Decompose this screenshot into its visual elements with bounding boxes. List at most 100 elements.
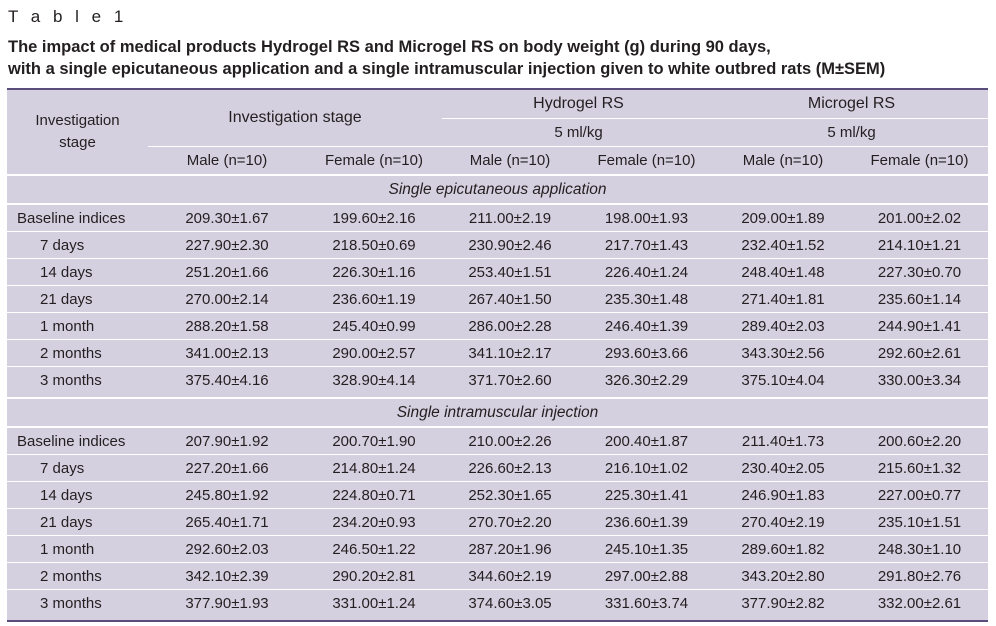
row-value-cell: 226.30±1.16 <box>332 263 416 281</box>
row-stage-label: 3 months <box>40 594 102 612</box>
row-value-cell: 270.00±2.14 <box>185 290 269 308</box>
row-value-cell: 286.00±2.28 <box>468 317 552 335</box>
row-value-cell: 331.00±1.24 <box>332 594 416 612</box>
row-value-cell: 290.20±2.81 <box>332 567 416 585</box>
row-value-cell: 289.60±1.82 <box>741 540 825 558</box>
row-value-cell: 227.20±1.66 <box>185 459 269 477</box>
row-value-cell: 293.60±3.66 <box>604 344 689 362</box>
header-dose-hydrogel: 5 ml/kg <box>554 123 603 141</box>
row-value-cell: 235.60±1.14 <box>877 290 962 308</box>
row-value-cell: 246.90±1.83 <box>741 486 825 504</box>
row-value-cell: 227.00±0.77 <box>877 486 962 504</box>
row-divider <box>7 589 988 590</box>
row-value-cell: 248.30±1.10 <box>877 540 962 558</box>
row-value-cell: 328.90±4.14 <box>332 371 416 389</box>
row-value-cell: 270.40±2.19 <box>741 513 825 531</box>
row-value-cell: 209.00±1.89 <box>741 209 825 227</box>
row-value-cell: 245.40±0.99 <box>332 317 416 335</box>
section-rule <box>7 397 988 399</box>
row-value-cell: 210.00±2.26 <box>468 432 552 450</box>
table-row: 3 months 377.90±1.93 331.00±1.24 374.60±3.0… <box>7 590 988 616</box>
header-bottom-rule <box>7 174 988 176</box>
table-row: 1 month 292.60±2.03 246.50±1.22 287.20±1.96… <box>7 536 988 562</box>
row-value-cell: 211.00±2.19 <box>468 209 552 227</box>
row-value-cell: 375.40±4.16 <box>185 371 269 389</box>
row-value-cell: 371.70±2.60 <box>468 371 552 389</box>
row-value-cell: 289.40±2.03 <box>741 317 825 335</box>
table-caption: The impact of medical products Hydrogel … <box>8 36 988 80</box>
row-value-cell: 292.60±2.61 <box>877 344 962 362</box>
section-title-epicutaneous: Single epicutaneous application <box>388 180 607 198</box>
row-stage-label: 7 days <box>40 459 85 477</box>
row-value-cell: 377.90±2.82 <box>741 594 825 612</box>
row-value-cell: 291.80±2.76 <box>877 567 962 585</box>
row-value-cell: 326.30±2.29 <box>604 371 689 389</box>
row-value-cell: 290.00±2.57 <box>332 344 416 362</box>
header-male-2: Male (n=10) <box>469 151 551 169</box>
row-value-cell: 207.90±1.92 <box>185 432 269 450</box>
row-stage-label: 2 months <box>40 567 102 585</box>
row-stage-label: Baseline indices <box>17 432 126 450</box>
row-value-cell: 245.80±1.92 <box>185 486 269 504</box>
caption-line-2: with a single epicutaneous application a… <box>8 60 886 78</box>
row-value-cell: 297.00±2.88 <box>604 567 689 585</box>
row-stage-label: 2 months <box>40 344 102 362</box>
row-value-cell: 287.20±1.96 <box>468 540 552 558</box>
row-value-cell: 230.90±2.46 <box>468 236 552 254</box>
row-value-cell: 248.40±1.48 <box>741 263 825 281</box>
row-value-cell: 226.60±2.13 <box>468 459 552 477</box>
header-rule <box>148 146 988 147</box>
row-value-cell: 232.40±1.52 <box>741 236 825 254</box>
row-value-cell: 218.50±0.69 <box>332 236 416 254</box>
row-value-cell: 375.10±4.04 <box>741 371 825 389</box>
table-row: 3 months 375.40±4.16 328.90±4.14 371.70±2.6… <box>7 367 988 393</box>
table-label: T a b l e 1 <box>8 7 128 26</box>
row-value-cell: 341.00±2.13 <box>185 344 269 362</box>
row-value-cell: 342.10±2.39 <box>185 567 269 585</box>
header-group-investigation-stage: Investigation stage <box>228 109 362 126</box>
row-divider <box>7 481 988 482</box>
table-row: 14 days 245.80±1.92 224.80±0.71 252.30±1.65… <box>7 482 988 508</box>
row-stage-label: 14 days <box>40 486 93 504</box>
row-value-cell: 235.10±1.51 <box>877 513 962 531</box>
header-female-3: Female (n=10) <box>870 151 969 169</box>
table-row: 7 days 227.90±2.30 218.50±0.69 230.90±2.46 2… <box>7 232 988 258</box>
row-value-cell: 200.60±2.20 <box>877 432 962 450</box>
row-value-cell: 246.40±1.39 <box>604 317 689 335</box>
row-value-cell: 225.30±1.41 <box>604 486 689 504</box>
row-divider <box>7 258 988 259</box>
row-value-cell: 292.60±2.03 <box>185 540 269 558</box>
row-value-cell: 198.00±1.93 <box>604 209 689 227</box>
row-value-cell: 200.70±1.90 <box>332 432 416 450</box>
header-dose-microgel: 5 ml/kg <box>827 123 876 141</box>
row-value-cell: 270.70±2.20 <box>468 513 552 531</box>
row-value-cell: 374.60±3.05 <box>468 594 552 612</box>
row-value-cell: 217.70±1.43 <box>604 236 689 254</box>
row-value-cell: 252.30±1.65 <box>468 486 552 504</box>
row-stage-label: 1 month <box>40 317 95 335</box>
caption-line-1: The impact of medical products Hydrogel … <box>8 38 771 56</box>
row-value-cell: 343.30±2.56 <box>741 344 825 362</box>
row-value-cell: 343.20±2.80 <box>741 567 825 585</box>
row-stage-label: Baseline indices <box>17 209 126 227</box>
row-divider <box>7 454 988 455</box>
header-male-3: Male (n=10) <box>742 151 824 169</box>
header-rule <box>442 118 988 119</box>
row-divider <box>7 339 988 340</box>
table-row: Baseline indices 209.30±1.67 199.60±2.16 21… <box>7 205 988 231</box>
header-female-2: Female (n=10) <box>597 151 696 169</box>
row-value-cell: 214.10±1.21 <box>877 236 962 254</box>
data-table: Investigation stage Investigation stage … <box>7 88 988 622</box>
row-divider <box>7 508 988 509</box>
section-rule <box>7 426 988 428</box>
header-male-1: Male (n=10) <box>186 151 268 169</box>
row-divider <box>7 312 988 313</box>
row-value-cell: 245.10±1.35 <box>604 540 689 558</box>
row-value-cell: 234.20±0.93 <box>332 513 416 531</box>
table-row: 2 months 342.10±2.39 290.20±2.81 344.60±2.1… <box>7 563 988 589</box>
row-divider <box>7 231 988 232</box>
row-divider <box>7 366 988 367</box>
row-value-cell: 201.00±2.02 <box>877 209 962 227</box>
header-group-microgel: Microgel RS <box>807 95 896 112</box>
row-value-cell: 341.10±2.17 <box>468 344 552 362</box>
